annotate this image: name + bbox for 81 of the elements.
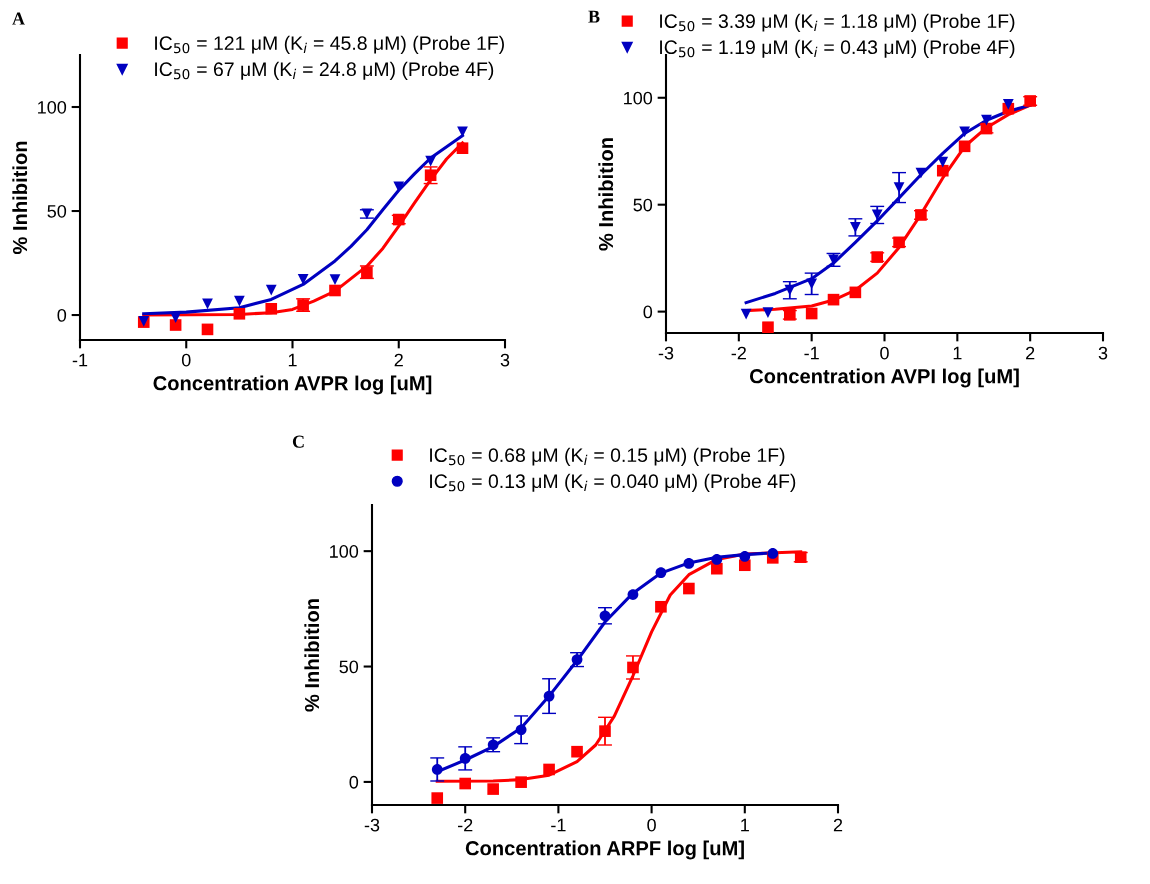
x-tick-label: -3 (658, 346, 674, 360)
y-tick-label: 0 (349, 775, 359, 789)
y-tick-label: 50 (47, 204, 67, 218)
point (739, 551, 751, 562)
y-tick-label: 100 (330, 545, 359, 558)
y-tick-label: 50 (633, 198, 653, 212)
x-axis-title: Concentration ARPF log [uM] (465, 840, 744, 860)
x-tick-label: -2 (731, 346, 746, 360)
point (936, 164, 949, 177)
x-axis-title: Concentration AVPI log [uM] (749, 368, 1019, 388)
point (543, 763, 555, 776)
point (711, 554, 723, 565)
point (515, 776, 527, 788)
x-tick-label: -3 (364, 818, 380, 832)
legend-label: IC$_{50}$ = 1.19 μM (K$_{i}$ = 0.43 μM) (Probe 4F) (660, 39, 1015, 58)
legend-label: IC$_{50}$ = 67 μM (K$_{i}$ = 24.8 μM) (Probe 4F) (155, 61, 494, 80)
point (827, 293, 840, 306)
y-tick-label: 100 (38, 100, 67, 114)
point (202, 298, 213, 310)
point (425, 155, 436, 167)
text: B (588, 10, 600, 23)
x-tick-label: 1 (741, 818, 749, 832)
point (655, 600, 667, 613)
point (265, 284, 277, 296)
y-axis-title: % Inhibition (304, 599, 320, 712)
point (1002, 99, 1014, 110)
x-tick-label: -1 (551, 818, 566, 832)
point (981, 114, 992, 126)
x-tick-label: 2 (394, 353, 403, 367)
x-tick-label: 3 (500, 353, 510, 367)
point (740, 308, 752, 320)
point (915, 167, 927, 179)
y-axis-title: % Inhibition (12, 141, 28, 255)
y-tick-label: 0 (643, 305, 653, 319)
point (959, 126, 970, 138)
point (683, 558, 695, 569)
point (459, 777, 472, 790)
point (571, 745, 583, 758)
point (683, 582, 695, 595)
point (431, 792, 444, 804)
x-tick-label: -2 (457, 818, 473, 832)
x-tick-label: 3 (1098, 346, 1108, 360)
point (329, 284, 341, 297)
x-tick-label: -1 (72, 353, 88, 367)
point (937, 156, 949, 168)
text: C (292, 435, 304, 448)
y-tick-label: 100 (624, 91, 653, 105)
point (762, 321, 774, 333)
point (456, 142, 469, 155)
y-axis-title: % Inhibition (598, 138, 614, 251)
y-tick-label: 0 (57, 308, 67, 322)
legend-label: IC$_{50}$ = 3.39 μM (K$_{i}$ = 1.18 μM) (Probe 1F) (660, 13, 1015, 32)
x-tick-label: 2 (1026, 346, 1035, 360)
x-tick-label: 1 (288, 353, 297, 367)
x-tick-label: -1 (804, 346, 819, 360)
point (233, 307, 246, 320)
legend-label: IC$_{50}$ = 121 μM (K$_{i}$ = 45.8 μM) (Probe 1F) (155, 35, 504, 54)
y-tick-label: 50 (339, 660, 359, 674)
point (234, 295, 245, 307)
x-tick-label: 0 (880, 346, 889, 360)
x-tick-label: 0 (181, 353, 191, 367)
legend-label: IC$_{50}$ = 0.13 μM (K$_{i}$ = 0.040 μM) (Probe 4F) (430, 473, 796, 492)
text: A (12, 12, 25, 25)
point (393, 181, 405, 193)
point (958, 140, 971, 153)
point (805, 307, 818, 320)
point (265, 302, 278, 315)
point (627, 589, 639, 600)
point (767, 548, 779, 559)
point (487, 783, 499, 795)
x-axis-title: Concentration AVPR log [uM] (153, 375, 432, 395)
point (711, 562, 723, 575)
point (849, 286, 862, 299)
point (762, 307, 774, 319)
x-tick-label: 2 (833, 818, 843, 832)
x-tick-label: 1 (953, 346, 962, 360)
point (329, 274, 341, 286)
point (169, 319, 182, 331)
point (201, 323, 214, 336)
legend-label: IC$_{50}$ = 0.68 μM (K$_{i}$ = 0.15 μM) (Probe 1F) (430, 447, 785, 466)
point (655, 567, 667, 578)
